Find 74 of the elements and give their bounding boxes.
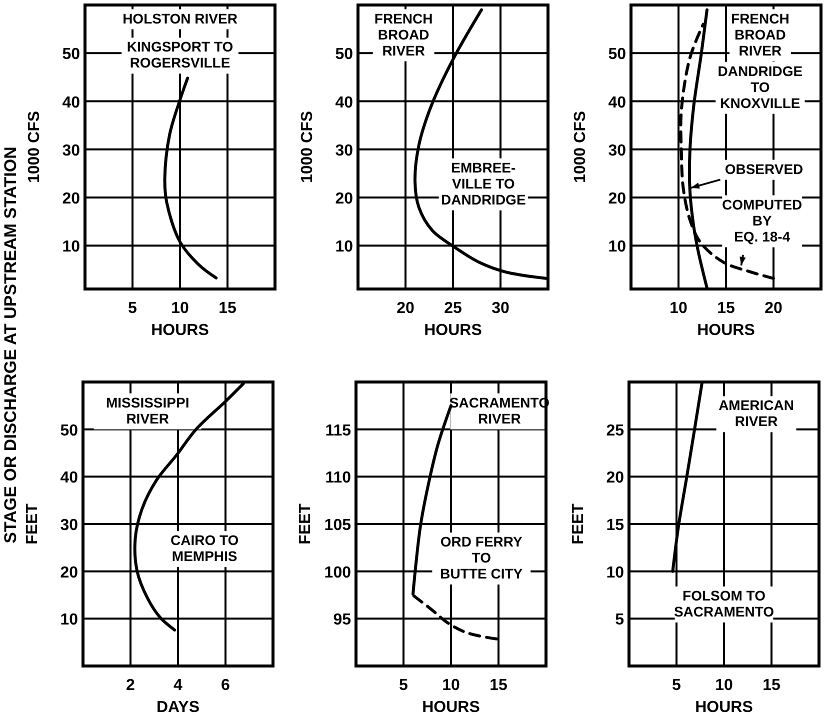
y-tick-label: 15	[606, 517, 624, 534]
y-tick-label: 30	[60, 517, 78, 534]
x-tick-label: 5	[128, 300, 138, 317]
x-tick-label: 5	[672, 677, 682, 694]
y-axis-title: 1000 CFS	[299, 110, 316, 184]
y-tick-label: 40	[60, 470, 78, 487]
x-tick-label: 10	[715, 677, 733, 694]
text: MISSISSIPPI RIVER	[106, 394, 190, 426]
x-axis-title: DAYS	[156, 699, 200, 716]
y-tick-label: 10	[335, 238, 354, 256]
x-tick-label: 6	[221, 677, 230, 694]
y-tick-label: 10	[606, 564, 624, 582]
x-tick-label: 10	[171, 300, 189, 317]
text: DANDRIDGE TO KNOXVILLE	[718, 62, 803, 111]
y-tick-label: 40	[335, 94, 354, 112]
x-axis-title: HOURS	[424, 322, 482, 339]
x-axis-title: HOURS	[422, 699, 480, 716]
x-tick-label: 20	[396, 300, 414, 317]
text: AMERICAN RIVER	[718, 397, 794, 430]
y-tick-label: 50	[62, 46, 80, 64]
y-tick-label: 40	[608, 94, 626, 112]
y-tick-label: 30	[608, 142, 626, 160]
annotation: COMPUTED BY EQ. 18-4	[722, 196, 802, 244]
y-axis-title: FEET	[297, 503, 314, 544]
y-tick-label: 10	[62, 238, 80, 256]
y-tick-label: 5	[615, 612, 624, 629]
y-tick-label: 10	[608, 238, 626, 256]
y-axis-title: FEET	[24, 503, 41, 544]
text: FRENCH BROAD RIVER	[374, 10, 433, 58]
y-axis-title: FEET	[570, 503, 587, 544]
x-axis-title: HOURS	[695, 699, 754, 716]
x-axis-title: HOURS	[151, 322, 210, 339]
x-tick-label: 10	[670, 300, 688, 317]
annotation: OBSERVED	[724, 160, 804, 177]
y-tick-label: 110	[325, 470, 352, 487]
y-tick-label: 95	[333, 612, 352, 629]
y-tick-label: 20	[606, 470, 624, 487]
y-tick-label: 20	[62, 190, 80, 208]
x-tick-label: 25	[444, 300, 462, 317]
text: FRENCH BROAD RIVER	[731, 10, 790, 58]
y-tick-label: 115	[325, 422, 352, 440]
x-tick-label: 4	[174, 677, 183, 694]
y-tick-label: 20	[608, 190, 626, 208]
y-tick-label: 40	[62, 94, 80, 112]
x-tick-label: 15	[717, 300, 735, 317]
text: ORD FERRY TO BUTTE CITY	[440, 534, 524, 582]
y-axis-title: 1000 CFS	[572, 110, 589, 184]
y-tick-label: 30	[62, 142, 80, 160]
y-tick-label: 20	[335, 190, 354, 208]
text: CAIRO TO MEMPHIS	[170, 532, 239, 564]
x-tick-label: 15	[490, 677, 508, 694]
x-tick-label: 2	[126, 677, 136, 694]
x-tick-label: 30	[492, 300, 510, 317]
y-tick-label: 10	[60, 612, 78, 629]
y-tick-label: 50	[335, 46, 354, 64]
text: EMBREE- VILLE TO DANDRIDGE	[441, 159, 526, 208]
x-tick-label: 15	[762, 677, 780, 694]
y-tick-label: 100	[324, 564, 352, 582]
x-tick-label: 15	[218, 300, 236, 317]
x-axis-title: HOURS	[697, 322, 756, 339]
y-tick-label: 105	[324, 517, 352, 534]
y-tick-label: 50	[60, 422, 78, 440]
text: KINGSPORT TO ROGERSVILLE	[126, 38, 234, 71]
y-tick-label: 50	[608, 46, 626, 64]
x-tick-label: 5	[399, 677, 408, 694]
y-axis-title: 1000 CFS	[26, 110, 43, 184]
y-tick-label: 20	[60, 564, 78, 582]
x-tick-label: 10	[442, 677, 460, 694]
x-tick-label: 20	[764, 300, 782, 317]
text: STAGE OR DISCHARGE AT UPSTREAM STATION	[1, 146, 20, 544]
y-tick-label: 30	[335, 142, 354, 160]
y-tick-label: 25	[606, 422, 624, 440]
chart-title: HOLSTON RIVER	[122, 10, 238, 26]
text: FOLSOM TO SACRAMENTO	[674, 587, 774, 620]
